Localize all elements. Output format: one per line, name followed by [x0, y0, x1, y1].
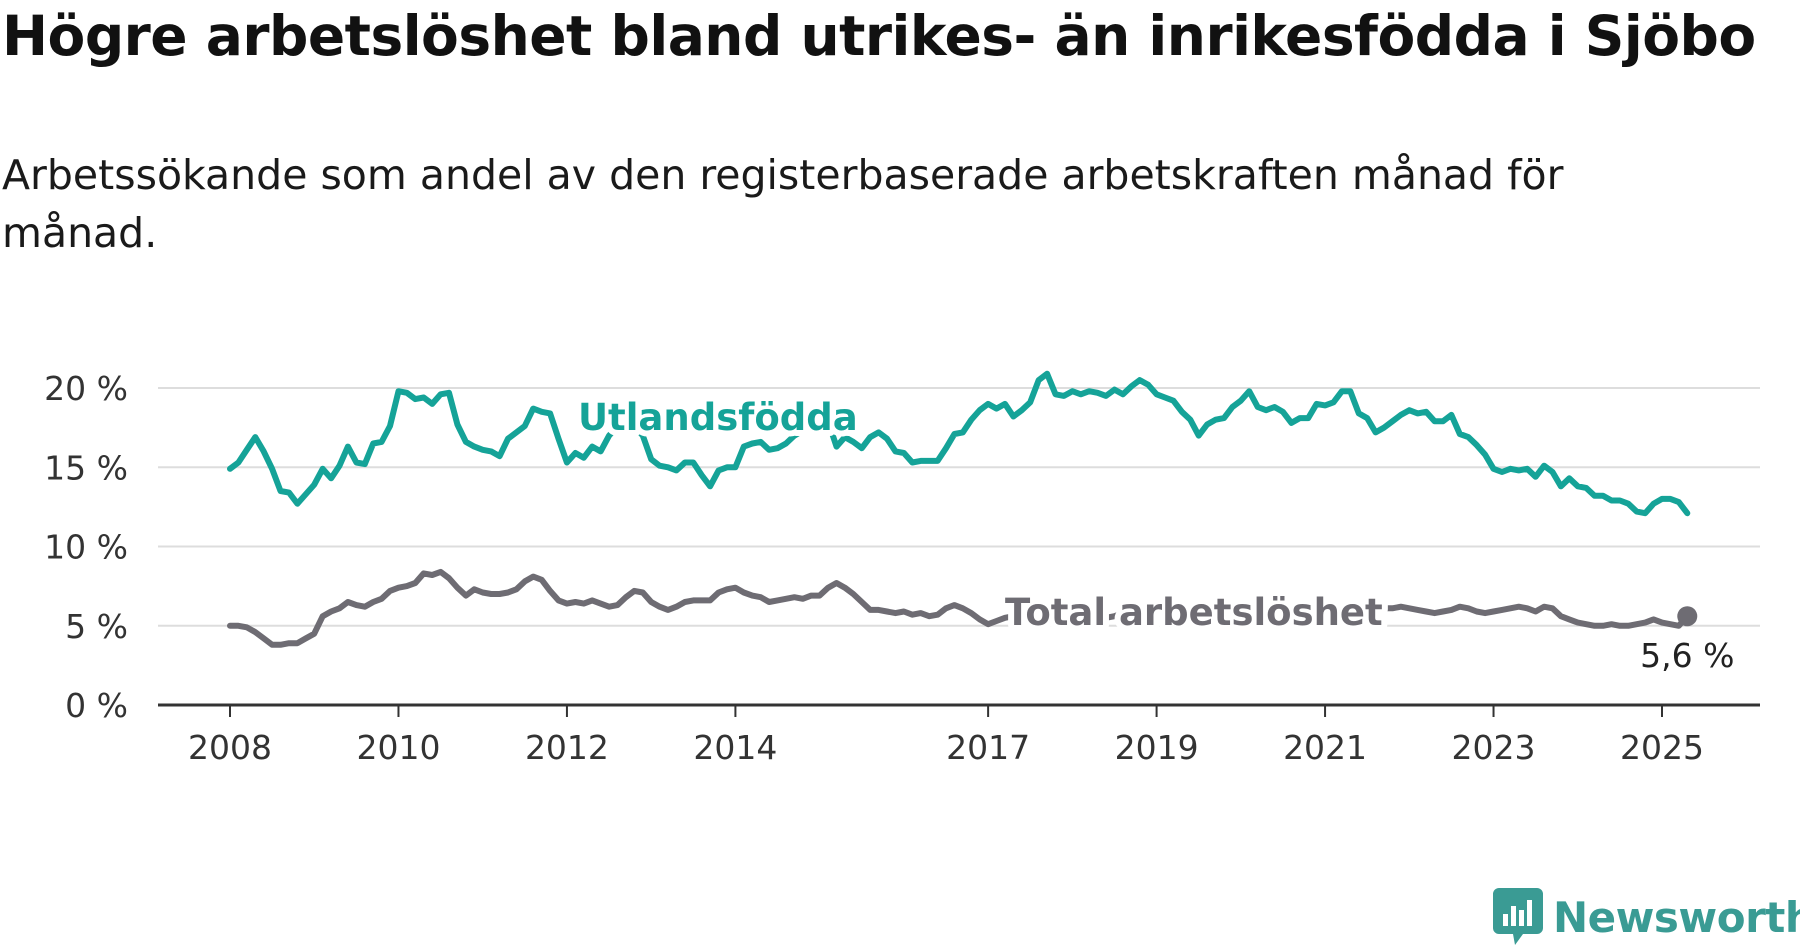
end-point-marker	[1677, 606, 1698, 627]
x-tick-label: 2008	[188, 728, 272, 767]
x-tick-label: 2012	[525, 728, 609, 767]
y-axis-ticks: 0 % 5 % 10 % 15 % 20 %	[44, 369, 128, 725]
x-tick-label: 2021	[1283, 728, 1367, 767]
x-tick-label: 2019	[1115, 728, 1199, 767]
end-point-label: 5,6 %	[1640, 636, 1734, 675]
y-tick-label: 20 %	[44, 369, 128, 408]
brand-name: Newsworthy	[1553, 892, 1800, 942]
series-label-total: Total arbetslöshet	[1005, 591, 1383, 634]
x-tick-label: 2025	[1620, 728, 1704, 767]
y-tick-label: 0 %	[65, 686, 128, 725]
y-tick-label: 10 %	[44, 528, 128, 567]
chart-subtitle: Arbetssökande som andel av den registerb…	[2, 151, 1564, 257]
x-tick-label: 2014	[693, 728, 777, 767]
series-label-utlandsfodda: Utlandsfödda	[578, 396, 858, 439]
newsworthy-logo: Newsworthy	[1493, 888, 1800, 946]
y-tick-label: 5 %	[65, 607, 128, 646]
x-axis: 2008 2010 2012 2014 2017 2019 2021 2023 2025	[158, 703, 1760, 767]
series-line-total	[227, 568, 1691, 648]
x-tick-label: 2017	[946, 728, 1030, 767]
chart-title: Högre arbetslöshet bland utrikes- än inr…	[2, 4, 1756, 68]
x-tick-label: 2023	[1452, 728, 1536, 767]
series-labels: Utlandsfödda Total arbetslöshet 5,6 %	[572, 390, 1734, 675]
series-lines	[227, 370, 1691, 648]
x-tick-label: 2010	[356, 728, 440, 767]
bar-chart-speech-bubble-icon	[1493, 888, 1543, 945]
y-tick-label: 15 %	[44, 448, 128, 487]
series-line-utlandsfodda	[227, 370, 1691, 517]
